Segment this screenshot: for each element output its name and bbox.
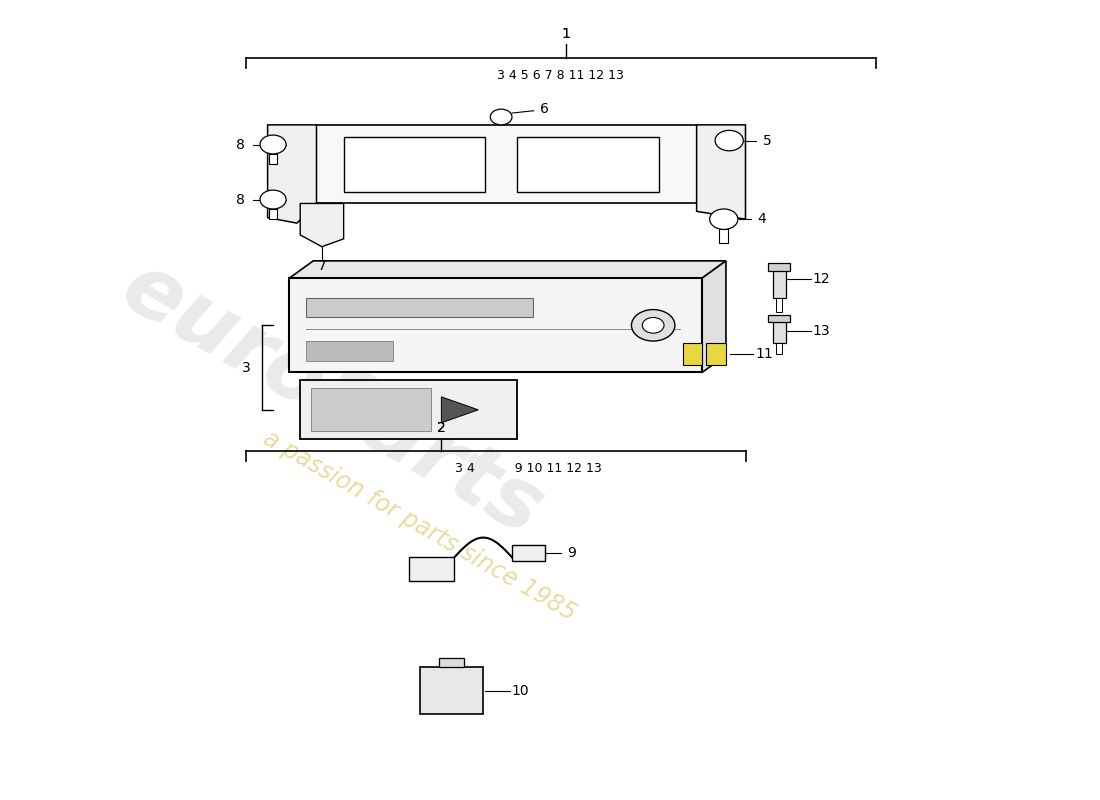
Bar (772, 319, 785, 342)
Bar (776, 342, 782, 354)
Text: 8: 8 (236, 193, 245, 206)
Text: 6: 6 (540, 102, 549, 116)
Polygon shape (267, 125, 317, 223)
Text: 8: 8 (236, 138, 245, 151)
Bar (512, 546, 544, 561)
Polygon shape (300, 203, 343, 246)
Bar (317, 125, 696, 203)
Polygon shape (289, 261, 726, 278)
Polygon shape (441, 397, 478, 422)
Circle shape (710, 209, 738, 230)
Circle shape (631, 310, 675, 341)
Text: 5: 5 (762, 134, 771, 147)
Bar (768, 315, 790, 322)
Text: 3: 3 (242, 361, 251, 374)
Bar (776, 298, 782, 312)
Text: 1: 1 (562, 27, 571, 42)
Text: a passion for parts since 1985: a passion for parts since 1985 (260, 426, 580, 626)
Text: 11: 11 (755, 346, 773, 361)
Text: 13: 13 (813, 324, 830, 338)
Bar (306, 298, 532, 318)
Bar (517, 137, 659, 192)
Bar (420, 667, 483, 714)
Circle shape (260, 135, 286, 154)
Text: 12: 12 (813, 272, 830, 286)
Bar (409, 558, 454, 581)
Text: 9: 9 (568, 546, 576, 560)
Circle shape (491, 109, 512, 125)
Circle shape (642, 318, 664, 333)
Bar (268, 209, 277, 219)
Bar (311, 388, 430, 431)
Text: 10: 10 (512, 684, 529, 698)
Polygon shape (702, 261, 726, 373)
Text: 2: 2 (437, 421, 446, 434)
Bar (343, 137, 485, 192)
Text: euroParts: euroParts (108, 246, 558, 554)
Bar (768, 263, 790, 271)
Bar (772, 268, 785, 298)
Text: 3 4          9 10 11 12 13: 3 4 9 10 11 12 13 (455, 462, 602, 475)
Bar (706, 342, 726, 365)
Polygon shape (696, 125, 746, 219)
Text: 3 4 5 6 7 8 11 12 13: 3 4 5 6 7 8 11 12 13 (497, 69, 625, 82)
Bar (300, 380, 517, 439)
Text: 1: 1 (562, 27, 571, 42)
Bar (268, 154, 277, 164)
Bar (289, 278, 702, 373)
Bar (439, 658, 464, 667)
Text: 7: 7 (318, 259, 327, 274)
Text: 4: 4 (758, 212, 767, 226)
Bar (306, 341, 393, 361)
Text: 2: 2 (437, 421, 446, 434)
Bar (719, 230, 728, 242)
Circle shape (260, 190, 286, 209)
Bar (682, 342, 702, 365)
Circle shape (715, 130, 744, 151)
